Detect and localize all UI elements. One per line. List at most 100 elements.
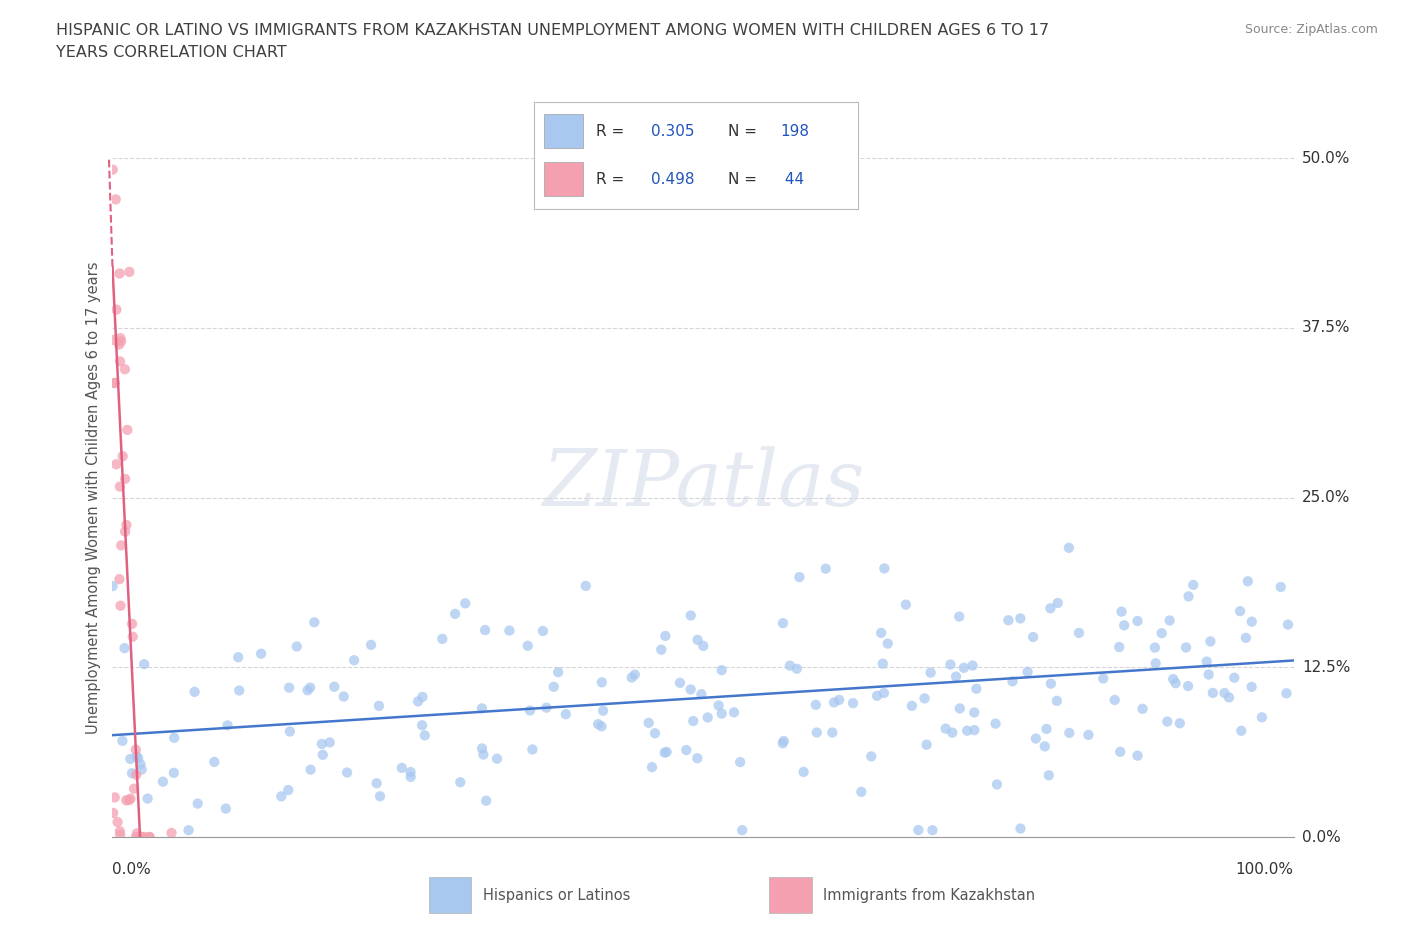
Point	[1251, 710, 1274, 724]
Point	[1270, 579, 1292, 594]
Point	[101, 162, 124, 177]
Point	[675, 743, 697, 758]
Text: Hispanics or Latinos: Hispanics or Latinos	[484, 887, 630, 903]
Point	[1057, 540, 1080, 555]
Point	[108, 337, 131, 352]
Point	[103, 332, 125, 347]
Point	[1092, 671, 1115, 686]
Point	[121, 617, 143, 631]
Point	[115, 793, 138, 808]
Point	[873, 685, 896, 700]
Point	[129, 830, 152, 844]
Text: 0.498: 0.498	[651, 172, 695, 187]
Point	[1240, 614, 1263, 629]
Point	[472, 747, 495, 762]
Point	[921, 823, 943, 838]
Point	[945, 670, 967, 684]
Point	[111, 449, 134, 464]
Point	[984, 716, 1007, 731]
Point	[793, 764, 815, 779]
Point	[125, 749, 148, 764]
Point	[399, 769, 422, 784]
Point	[360, 637, 382, 652]
Point	[821, 725, 844, 740]
Point	[872, 657, 894, 671]
Point	[217, 718, 239, 733]
Point	[444, 606, 467, 621]
Point	[707, 698, 730, 713]
Point	[297, 683, 319, 698]
Point	[391, 761, 413, 776]
Point	[471, 701, 494, 716]
Point	[117, 422, 139, 437]
Point	[686, 632, 709, 647]
Point	[1230, 724, 1253, 738]
Point	[475, 793, 498, 808]
Point	[226, 650, 249, 665]
Point	[311, 737, 333, 751]
Point	[125, 767, 148, 782]
Point	[962, 658, 984, 673]
Point	[641, 760, 664, 775]
Point	[1213, 685, 1236, 700]
Point	[723, 705, 745, 720]
Point	[187, 796, 209, 811]
Point	[103, 805, 125, 820]
Point	[536, 700, 558, 715]
Text: 100.0%: 100.0%	[1236, 862, 1294, 877]
Point	[710, 706, 733, 721]
Point	[547, 665, 569, 680]
Text: Immigrants from Kazakhstan: Immigrants from Kazakhstan	[824, 887, 1035, 903]
Point	[789, 570, 811, 585]
Point	[122, 781, 145, 796]
Point	[343, 653, 366, 668]
Point	[1275, 685, 1298, 700]
Point	[278, 680, 301, 695]
Point	[1039, 676, 1062, 691]
Point	[519, 703, 541, 718]
Point	[108, 354, 131, 369]
Point	[110, 828, 132, 843]
Point	[1039, 601, 1062, 616]
Point	[101, 578, 124, 593]
Point	[110, 538, 132, 552]
Point	[1202, 685, 1225, 700]
Point	[471, 741, 494, 756]
Point	[121, 765, 143, 780]
Text: ZIPatlas: ZIPatlas	[541, 445, 865, 522]
Point	[654, 745, 676, 760]
Point	[679, 608, 702, 623]
Point	[644, 725, 666, 740]
Point	[860, 749, 883, 764]
Point	[779, 658, 801, 673]
Point	[682, 713, 704, 728]
Point	[332, 689, 354, 704]
Bar	[544, 114, 583, 148]
Point	[828, 693, 851, 708]
Point	[901, 698, 924, 713]
Point	[138, 830, 160, 844]
Point	[105, 302, 128, 317]
Point	[907, 823, 929, 838]
Text: 0.0%: 0.0%	[112, 862, 152, 877]
Point	[160, 826, 183, 841]
Point	[121, 630, 143, 644]
Point	[152, 774, 174, 789]
Bar	[544, 162, 583, 196]
Point	[285, 639, 308, 654]
Point	[1150, 626, 1173, 641]
Point	[586, 717, 609, 732]
Text: 12.5%: 12.5%	[1302, 659, 1350, 675]
Point	[323, 679, 346, 694]
Point	[104, 790, 127, 804]
Point	[1277, 618, 1299, 632]
Point	[963, 705, 986, 720]
Point	[786, 661, 808, 676]
Point	[1156, 714, 1178, 729]
Point	[894, 597, 917, 612]
Point	[368, 789, 391, 804]
Point	[299, 680, 322, 695]
Text: 44: 44	[780, 172, 804, 187]
Point	[543, 679, 565, 694]
Point	[177, 823, 200, 838]
